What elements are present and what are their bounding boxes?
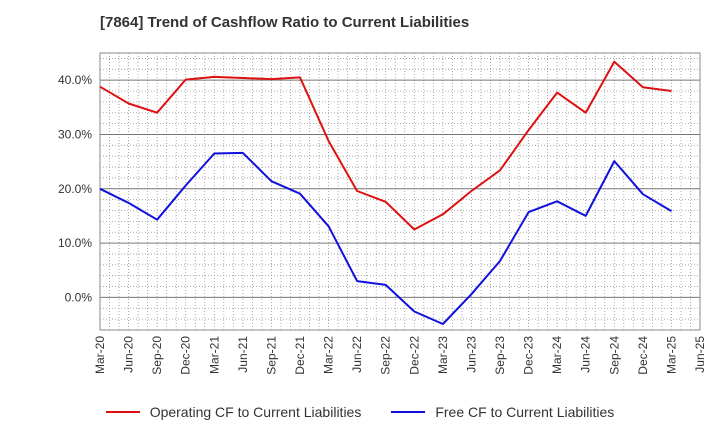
axis-layer <box>99 52 701 331</box>
series-layer <box>99 60 672 325</box>
legend-swatch-free-cf <box>391 411 426 413</box>
x-tick-label: Dec-21 <box>293 336 307 375</box>
legend-swatch-operating-cf <box>105 411 140 413</box>
x-tick-label: Dec-20 <box>179 336 193 375</box>
x-tick-label: Mar-22 <box>322 336 336 374</box>
x-tick-label: Mar-21 <box>207 336 221 374</box>
x-tick-label: Sep-22 <box>379 336 393 375</box>
y-tick-label: 40.0% <box>58 73 92 87</box>
x-tick-label: Dec-23 <box>522 336 536 375</box>
legend-label-operating-cf: Operating CF to Current Liabilities <box>149 404 362 420</box>
x-tick-label: Mar-20 <box>93 336 107 374</box>
x-tick-label: Jun-24 <box>579 336 593 373</box>
y-tick-label: 20.0% <box>58 182 92 196</box>
chart-title: [7864] Trend of Cashflow Ratio to Curren… <box>100 14 470 31</box>
y-tick-label: 0.0% <box>65 290 93 304</box>
x-tick-label: Mar-25 <box>664 336 678 374</box>
legend-item-free-cf: Free CF to Current Liabilities <box>391 404 614 420</box>
y-tick-label: 10.0% <box>58 236 92 250</box>
x-tick-label: Dec-24 <box>636 336 650 375</box>
x-tick-label: Dec-22 <box>407 336 421 375</box>
plot-frame <box>99 52 701 331</box>
legend: Operating CF to Current Liabilities Free… <box>0 404 720 420</box>
x-tick-label: Sep-23 <box>493 336 507 375</box>
x-tick-label: Sep-21 <box>264 336 278 375</box>
legend-item-operating-cf: Operating CF to Current Liabilities <box>105 404 362 420</box>
series-line-free-cf <box>99 151 672 325</box>
grid-layer <box>99 53 701 331</box>
legend-label-free-cf: Free CF to Current Liabilities <box>435 404 615 420</box>
tick-label-layer: 0.0% 10.0% 20.0% 30.0% 40.0% Mar-20 Jun-20 Sep-… <box>58 73 707 375</box>
x-tick-label: Sep-20 <box>150 336 164 375</box>
x-tick-label: Jun-21 <box>236 336 250 373</box>
x-tick-label: Jun-20 <box>122 336 136 373</box>
y-tick-label: 30.0% <box>58 127 92 141</box>
x-tick-label: Jun-22 <box>350 336 364 373</box>
series-line-operating-cf <box>99 60 672 231</box>
x-tick-label: Mar-23 <box>436 336 450 374</box>
x-tick-label: Jun-23 <box>464 336 478 373</box>
x-tick-label: Sep-24 <box>607 336 621 375</box>
x-tick-label: Jun-25 <box>693 336 707 373</box>
x-tick-label: Mar-24 <box>550 336 564 374</box>
